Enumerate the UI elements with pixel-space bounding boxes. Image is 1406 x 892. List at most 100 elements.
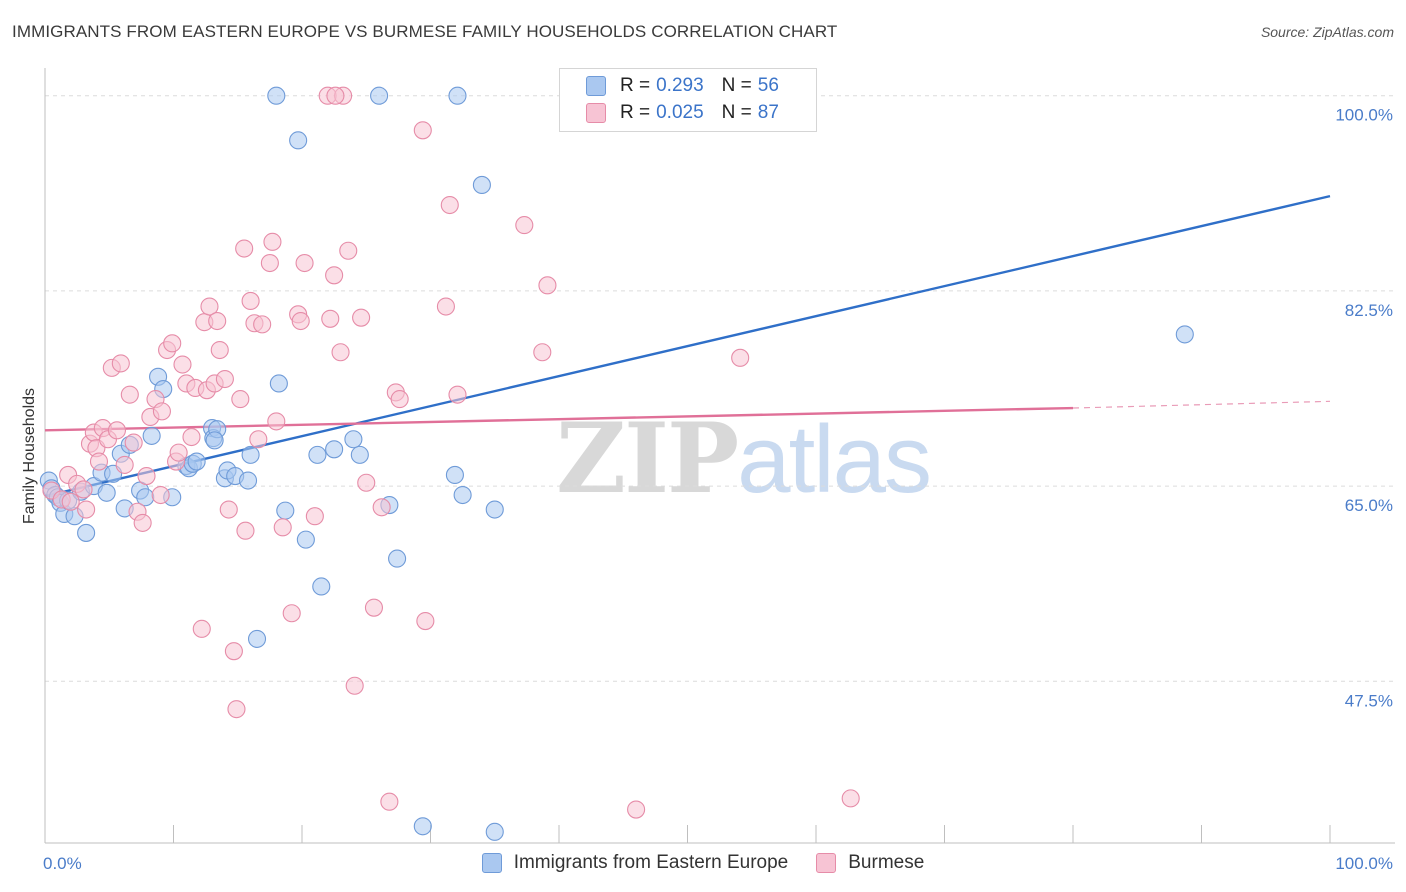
data-point: [350, 445, 369, 464]
data-point: [253, 315, 272, 334]
data-point: [445, 465, 464, 484]
data-point: [326, 86, 345, 105]
data-point: [289, 131, 308, 150]
data-point: [247, 629, 267, 648]
data-point: [380, 792, 399, 811]
data-point: [208, 311, 227, 331]
legend-row-burmese: R = 0.025 N = 87: [586, 101, 785, 125]
data-point: [1175, 325, 1194, 344]
data-point: [260, 253, 279, 273]
data-point: [282, 604, 301, 623]
legend-swatch-eastern-europe: [586, 76, 606, 96]
y-axis-label: Family Households: [21, 388, 38, 524]
data-point: [124, 433, 143, 452]
legend-r-value: 0.293: [656, 75, 704, 96]
data-point: [413, 817, 432, 836]
data-point: [372, 498, 391, 517]
tick-labels: 47.5% 65.0% 82.5% 100.0% 0.0% 100.0%: [43, 106, 1393, 873]
data-point: [235, 239, 254, 258]
series-legend-item-burmese[interactable]: Burmese: [816, 852, 924, 874]
data-point: [731, 348, 750, 367]
watermark-atlas: atlas: [737, 406, 932, 513]
data-point: [269, 374, 288, 393]
data-point: [200, 297, 219, 316]
data-point: [205, 431, 224, 450]
data-point: [115, 455, 134, 474]
data-point: [345, 676, 364, 695]
series-legend: Immigrants from Eastern Europe Burmese: [0, 852, 1406, 874]
data-point: [89, 452, 109, 471]
data-point: [236, 521, 255, 540]
data-point: [77, 500, 96, 519]
data-point: [273, 518, 292, 537]
data-point: [231, 390, 250, 409]
data-point: [331, 343, 350, 362]
data-point: [111, 354, 130, 373]
data-point: [440, 195, 459, 215]
data-point: [249, 430, 268, 449]
y-tick-label: 47.5%: [1345, 691, 1393, 710]
series-legend-label: Burmese: [848, 852, 925, 873]
watermark-zip: ZIP: [556, 402, 739, 515]
legend-swatch-burmese: [586, 103, 606, 123]
data-point: [152, 402, 171, 421]
y-tick-label: 65.0%: [1345, 496, 1393, 515]
y-tick-label: 82.5%: [1345, 301, 1393, 320]
data-point: [267, 412, 286, 431]
watermark: ZIPatlas: [556, 402, 932, 515]
data-point: [182, 427, 201, 447]
legend-r-value: 0.025: [656, 102, 704, 123]
data-point: [485, 500, 504, 519]
trend-line-0: [44, 194, 1331, 498]
data-point: [133, 513, 152, 532]
data-point: [295, 253, 314, 273]
series-points-1: [42, 86, 860, 819]
data-point: [276, 501, 295, 520]
data-point: [187, 452, 206, 471]
data-point: [627, 800, 646, 819]
series-swatch-eastern-europe: [481, 853, 502, 873]
data-point: [224, 642, 243, 661]
data-point: [173, 355, 192, 374]
data-point: [241, 445, 260, 464]
data-point: [215, 369, 234, 389]
data-point: [448, 86, 467, 105]
x-tick-label: 100.0%: [1335, 854, 1393, 873]
data-point: [151, 485, 170, 505]
series-legend-item-eastern-europe[interactable]: Immigrants from Eastern Europe: [481, 852, 789, 874]
data-point: [436, 297, 455, 316]
data-point: [192, 619, 211, 638]
data-point: [453, 485, 472, 505]
series-legend-label: Immigrants from Eastern Europe: [513, 852, 789, 873]
data-point: [515, 216, 534, 235]
data-points: [39, 86, 1194, 841]
data-point: [263, 232, 282, 251]
data-point: [364, 598, 384, 617]
data-point: [296, 530, 315, 549]
data-point: [325, 266, 344, 285]
series-points-0: [39, 86, 1194, 841]
data-point: [163, 334, 182, 353]
data-point: [74, 480, 93, 499]
data-point: [388, 549, 407, 568]
data-point: [448, 385, 467, 404]
y-tick-label: 100.0%: [1335, 106, 1393, 125]
trend-lines: [44, 194, 1331, 498]
data-point: [325, 440, 344, 459]
data-point: [321, 309, 340, 328]
data-point: [472, 175, 491, 195]
legend-n-label: N =: [721, 75, 752, 96]
data-point: [61, 492, 80, 511]
data-point: [238, 471, 258, 490]
data-point: [308, 445, 327, 464]
data-point: [390, 390, 409, 409]
data-point: [77, 523, 96, 542]
data-point: [120, 385, 139, 404]
legend-r-label: R =: [620, 102, 651, 123]
chart-title: IMMIGRANTS FROM EASTERN EUROPE VS BURMES…: [12, 22, 838, 41]
x-tick-label: 0.0%: [43, 854, 82, 873]
data-point: [107, 421, 127, 440]
correlation-legend: R = 0.293 N = 56 R = 0.025 N = 87: [559, 68, 817, 132]
data-point: [413, 121, 432, 140]
